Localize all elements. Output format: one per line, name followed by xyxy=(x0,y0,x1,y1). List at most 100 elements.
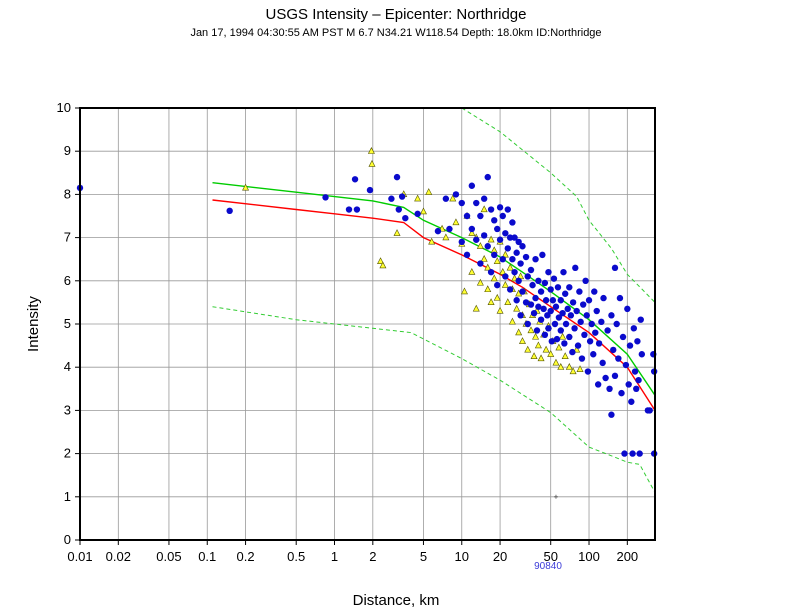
circle-point-7 xyxy=(388,195,395,202)
circle-point-54 xyxy=(515,277,522,284)
y-tick-label-8: 8 xyxy=(64,186,71,201)
circle-point-133 xyxy=(608,411,615,418)
circle-point-78 xyxy=(542,297,550,304)
circle-point-117 xyxy=(585,297,593,304)
circle-point-46 xyxy=(506,286,514,293)
circle-point-92 xyxy=(557,297,564,304)
triangle-point-65 xyxy=(547,350,555,357)
y-tick-label-4: 4 xyxy=(64,359,71,374)
triangle-point-0 xyxy=(242,183,250,191)
circle-point-16 xyxy=(452,191,460,198)
triangle-point-49 xyxy=(518,337,526,344)
triangle-point-68 xyxy=(555,343,563,351)
circle-point-66 xyxy=(530,310,538,317)
triangle-point-9 xyxy=(425,188,433,195)
circle-point-106 xyxy=(572,264,579,272)
triangle-point-67 xyxy=(552,358,560,366)
triangle-point-35 xyxy=(496,306,504,314)
circle-point-43 xyxy=(504,206,511,213)
station-marker xyxy=(553,494,558,499)
circle-point-131 xyxy=(606,385,613,392)
circle-point-141 xyxy=(619,333,627,341)
circle-point-63 xyxy=(527,266,535,274)
circle-point-50 xyxy=(511,234,518,241)
circle-point-103 xyxy=(569,348,576,356)
circle-point-109 xyxy=(576,288,583,295)
axis-ticks: 0 1 2 3 4 5 6 7 8 9 10 0.01 0.02 0.05 0.1 0.2 0.5 1 2 5 10 20… xyxy=(57,100,639,564)
circle-point-121 xyxy=(591,288,598,295)
circle-point-147 xyxy=(628,398,635,405)
circle-point-34 xyxy=(491,251,498,259)
triangle-point-44 xyxy=(513,304,521,312)
triangle-point-29 xyxy=(487,298,495,306)
circle-point-2 xyxy=(322,194,329,201)
triangle-point-46 xyxy=(515,328,523,336)
y-tick-label-0: 0 xyxy=(64,532,71,547)
circle-point-151 xyxy=(633,385,640,392)
circle-point-65 xyxy=(529,281,536,289)
circle-point-158 xyxy=(646,407,653,414)
triangle-point-4 xyxy=(379,261,387,269)
circle-point-42 xyxy=(502,273,509,280)
circle-point-47 xyxy=(509,256,516,263)
y-tick-label-1: 1 xyxy=(64,489,71,504)
circle-point-39 xyxy=(499,212,506,220)
triangle-point-40 xyxy=(506,263,514,271)
circle-point-11 xyxy=(402,214,409,222)
circle-point-67 xyxy=(532,256,539,263)
circle-point-56 xyxy=(517,312,524,319)
x-tick-label-5: 0.5 xyxy=(287,549,305,564)
model-curve-3 xyxy=(212,306,656,493)
y-axis-label: Intensity xyxy=(25,296,42,352)
triangle-point-61 xyxy=(537,354,545,362)
triangle-point-10 xyxy=(428,237,436,245)
triangle-point-3 xyxy=(377,257,385,264)
chart-subtitle: Jan 17, 1994 04:30:55 AM PST M 6.7 N34.2… xyxy=(190,27,601,39)
circle-point-127 xyxy=(599,359,606,367)
circle-point-95 xyxy=(560,268,567,276)
model-curves xyxy=(212,107,656,493)
circle-point-144 xyxy=(624,305,631,313)
circle-point-112 xyxy=(579,301,587,308)
triangle-point-63 xyxy=(542,345,550,353)
circle-point-71 xyxy=(535,303,542,310)
circle-point-37 xyxy=(496,204,504,211)
circle-point-75 xyxy=(540,305,547,313)
circle-point-32 xyxy=(487,268,495,276)
data-points xyxy=(76,147,658,499)
circle-point-104 xyxy=(569,299,577,306)
circle-point-87 xyxy=(551,320,559,328)
x-tick-label-3: 0.1 xyxy=(198,549,216,564)
triangle-point-19 xyxy=(468,268,476,275)
circle-point-64 xyxy=(527,301,535,308)
model-curve-1 xyxy=(212,199,656,411)
circle-point-72 xyxy=(537,288,545,295)
circle-point-83 xyxy=(547,307,554,315)
circle-point-130 xyxy=(604,327,611,334)
circle-point-1 xyxy=(226,207,233,215)
circle-point-126 xyxy=(598,318,605,326)
circle-point-156 xyxy=(638,351,646,358)
x-tick-label-4: 0.2 xyxy=(237,549,255,564)
circle-point-23 xyxy=(473,199,480,207)
circle-point-31 xyxy=(487,206,495,213)
circle-point-13 xyxy=(434,227,442,235)
circle-point-148 xyxy=(629,450,636,457)
y-tick-label-5: 5 xyxy=(64,316,71,331)
circle-point-82 xyxy=(547,286,554,293)
triangle-point-18 xyxy=(468,229,476,236)
y-tick-label-6: 6 xyxy=(64,273,71,288)
circle-point-88 xyxy=(552,303,560,310)
circle-point-100 xyxy=(566,333,573,341)
circle-point-91 xyxy=(555,314,563,321)
triangle-point-8 xyxy=(419,207,427,215)
circle-point-77 xyxy=(541,331,549,338)
circle-point-21 xyxy=(468,225,476,233)
triangle-point-23 xyxy=(476,278,484,286)
circle-point-33 xyxy=(491,217,498,224)
circle-point-25 xyxy=(477,212,484,220)
circle-point-116 xyxy=(584,368,592,375)
circle-point-114 xyxy=(582,277,589,284)
circle-point-59 xyxy=(522,253,530,261)
circle-point-70 xyxy=(535,277,542,284)
